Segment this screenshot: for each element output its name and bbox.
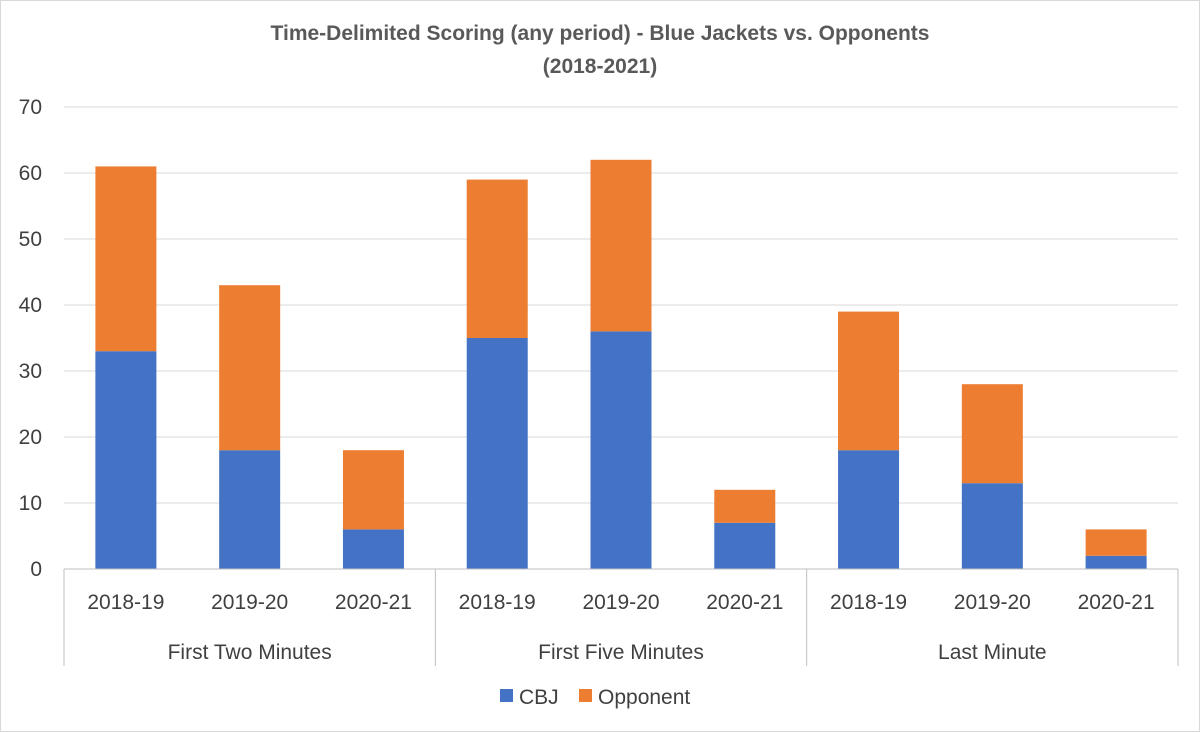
y-tick-label: 70	[19, 96, 42, 119]
bar-opponent-first-five-minutes-2018-19	[466, 179, 528, 338]
x-tick-label: 2020-21	[335, 591, 412, 614]
x-tick-label: 2019-20	[954, 591, 1031, 614]
x-tick-label: 2019-20	[582, 591, 659, 614]
bars	[95, 159, 1147, 569]
chart-title: Time-Delimited Scoring (any period) - Bl…	[271, 22, 930, 45]
y-tick-label: 60	[19, 162, 42, 185]
x-tick-label: 2020-21	[1078, 591, 1155, 614]
y-tick-label: 30	[19, 360, 42, 383]
x-tick-label: 2018-19	[830, 591, 907, 614]
y-tick-label: 40	[19, 294, 42, 317]
bar-opponent-last-minute-2018-19	[838, 311, 900, 451]
x-tick-label: 2018-19	[459, 591, 536, 614]
legend-label-cbj: CBJ	[519, 686, 559, 709]
y-tick-label: 20	[19, 426, 42, 449]
bar-opponent-first-two-minutes-2019-20	[219, 285, 281, 451]
bar-cbj-first-two-minutes-2018-19	[95, 351, 157, 569]
y-tick-label: 0	[30, 558, 42, 581]
bar-cbj-first-five-minutes-2018-19	[466, 338, 528, 569]
bar-opponent-last-minute-2020-21	[1085, 529, 1147, 556]
legend: CBJ Opponent	[500, 686, 690, 709]
x-axis: 2018-19 2019-20 2020-21 First Two Minutes 20…	[63, 568, 1179, 666]
bar-cbj-last-minute-2018-19	[838, 450, 900, 569]
chart-subtitle: (2018-2021)	[543, 55, 657, 78]
bar-cbj-last-minute-2020-21	[1085, 555, 1147, 569]
legend-label-opponent: Opponent	[598, 686, 690, 709]
bar-opponent-first-five-minutes-2019-20	[590, 159, 652, 332]
bar-cbj-first-two-minutes-2019-20	[219, 450, 281, 569]
y-tick-label: 50	[19, 228, 42, 251]
bar-opponent-last-minute-2019-20	[961, 384, 1023, 484]
bar-cbj-first-five-minutes-2019-20	[590, 331, 652, 569]
bar-cbj-last-minute-2019-20	[961, 483, 1023, 569]
y-tick-label: 10	[19, 492, 42, 515]
x-tick-label: 2019-20	[211, 591, 288, 614]
bar-opponent-first-five-minutes-2020-21	[714, 489, 776, 523]
y-axis-tick-labels: 0 10 20 30 40 50 60 70	[19, 96, 42, 581]
legend-swatch-cbj	[500, 689, 513, 702]
x-group-label: First Five Minutes	[538, 641, 704, 664]
legend-swatch-opponent	[579, 689, 592, 702]
bar-cbj-first-five-minutes-2020-21	[714, 522, 776, 569]
bar-opponent-first-two-minutes-2018-19	[95, 166, 157, 352]
x-tick-label: 2020-21	[706, 591, 783, 614]
x-group-label: Last Minute	[938, 641, 1047, 664]
x-tick-label: 2018-19	[87, 591, 164, 614]
x-group-label: First Two Minutes	[168, 641, 332, 664]
bar-opponent-first-two-minutes-2020-21	[342, 450, 404, 530]
bar-cbj-first-two-minutes-2020-21	[342, 529, 404, 569]
